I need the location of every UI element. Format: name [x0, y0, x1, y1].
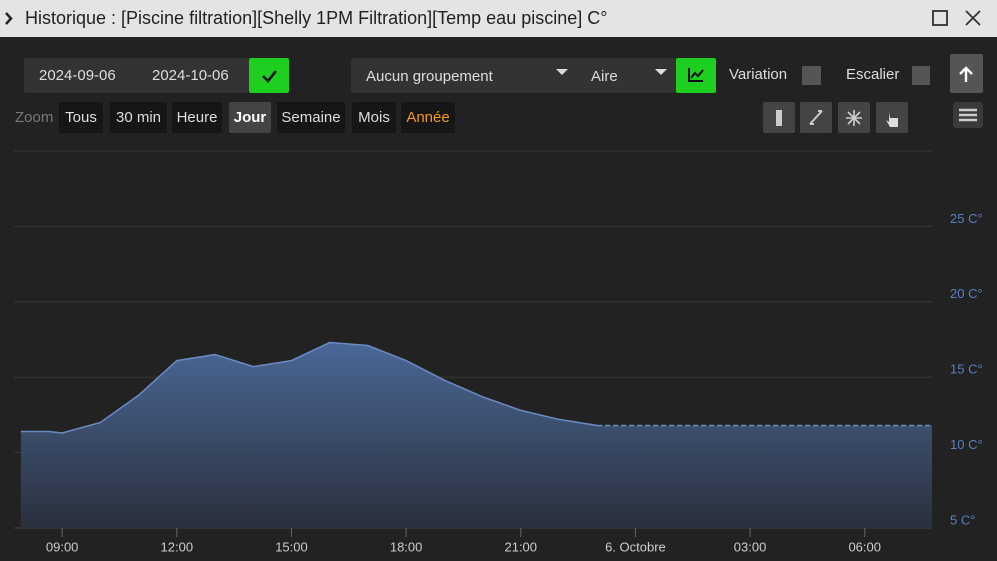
zoom-label: Zoom [15, 109, 53, 126]
x-tick-label: 21:00 [504, 539, 537, 554]
variation-label: Variation [729, 66, 787, 83]
zoom-button-label: 30 min [116, 109, 161, 126]
zoom-button[interactable] [401, 102, 455, 133]
check-icon [262, 70, 278, 83]
zoom-button[interactable] [59, 102, 103, 133]
x-tick-label: 09:00 [46, 539, 79, 554]
zoom-buttons: Tous 30 min Heure Jour Semaine Mois Année [59, 102, 455, 133]
variation-checkbox[interactable] [802, 66, 821, 85]
up-icon [959, 66, 973, 82]
grouping-select[interactable]: Aucun groupement [366, 68, 494, 85]
close-button[interactable] [965, 10, 981, 26]
apply-button[interactable] [249, 58, 289, 93]
step-label: Escalier [846, 66, 899, 83]
zoom-button-label: Mois [358, 109, 390, 126]
zoom-button-label: Heure [177, 109, 218, 126]
chart: 5 C° 10 C° 15 C° 20 C° 25 C° 09:00 12:00 15:00 1… [14, 211, 983, 554]
area [20, 342, 932, 528]
x-tick-label: 12:00 [161, 539, 194, 554]
window-title: Historique : [Piscine filtration][Shelly… [25, 8, 607, 28]
zoom-button-label: Semaine [281, 109, 340, 126]
zoom-button[interactable] [277, 102, 345, 133]
zoom-button-label: Année [406, 109, 449, 126]
y-tick-label: 25 C° [950, 211, 983, 226]
menu-icon [959, 108, 977, 122]
y-tick-label: 5 C° [950, 512, 975, 527]
zoom-button[interactable] [229, 102, 271, 133]
dropdown-arrow [655, 69, 667, 75]
tool-icon [846, 110, 862, 126]
dropdown-arrow [556, 69, 568, 75]
step-checkbox[interactable] [912, 66, 930, 85]
zoom-button-label: Jour [234, 109, 267, 126]
collapse-icon[interactable] [5, 12, 13, 25]
line [20, 341, 598, 434]
options-bar [351, 58, 676, 93]
y-tick-label: 10 C° [950, 437, 983, 452]
date-to[interactable]: 2024-10-06 [152, 67, 229, 84]
chart-icon [688, 68, 704, 82]
tool-icon [809, 110, 823, 125]
tool-icon [776, 110, 782, 126]
zoom-button[interactable] [352, 102, 396, 133]
y-tick-label: 15 C° [950, 362, 983, 377]
tool-icon [886, 112, 898, 127]
date-from[interactable]: 2024-09-06 [39, 67, 116, 84]
style-select[interactable]: Aire [591, 68, 618, 85]
title-bar [0, 0, 997, 37]
x-tick-label: 06:00 [848, 539, 881, 554]
y-tick-label: 20 C° [950, 286, 983, 301]
zoom-button-label: Tous [65, 109, 97, 126]
tool-button[interactable] [876, 102, 908, 133]
x-tick-label: 03:00 [734, 539, 767, 554]
x-tick-label: 6. Octobre [605, 539, 666, 554]
date-range [24, 58, 249, 93]
chart-type-button[interactable] [676, 58, 716, 93]
zoom-button[interactable] [172, 102, 222, 133]
maximize-button[interactable] [932, 10, 948, 26]
zoom-button[interactable] [110, 102, 167, 133]
x-tick-label: 15:00 [275, 539, 308, 554]
x-tick-label: 18:00 [390, 539, 423, 554]
